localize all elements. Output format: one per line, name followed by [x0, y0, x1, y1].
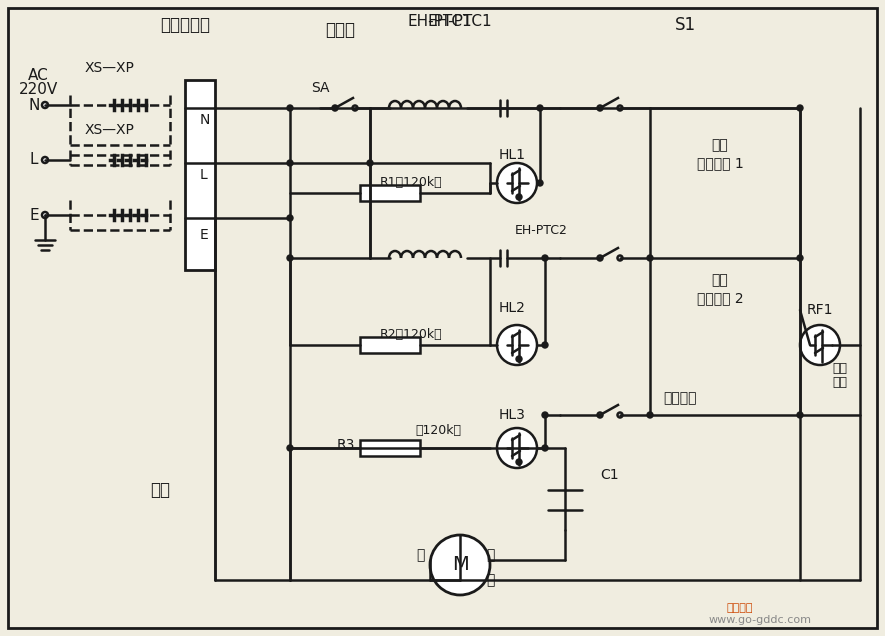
- Circle shape: [542, 255, 548, 261]
- Circle shape: [647, 255, 653, 261]
- Circle shape: [352, 106, 358, 111]
- Bar: [360, 440, 420, 456]
- Text: 电源接线柱: 电源接线柱: [160, 16, 210, 34]
- Text: M: M: [451, 555, 468, 574]
- Bar: [185, 80, 215, 270]
- Circle shape: [542, 342, 548, 348]
- Text: N: N: [200, 113, 211, 127]
- Circle shape: [516, 356, 522, 362]
- Text: R1（120k）: R1（120k）: [380, 177, 442, 190]
- Circle shape: [42, 157, 48, 163]
- Text: 送风开关: 送风开关: [663, 391, 696, 405]
- Circle shape: [797, 412, 803, 418]
- Circle shape: [42, 102, 48, 108]
- Circle shape: [287, 215, 293, 221]
- Text: 红: 红: [416, 548, 424, 562]
- Circle shape: [497, 163, 537, 203]
- Circle shape: [800, 325, 840, 365]
- Text: EH-PTC1: EH-PTC1: [408, 15, 473, 29]
- Text: N: N: [28, 97, 40, 113]
- Circle shape: [287, 105, 293, 111]
- Text: R2（120k）: R2（120k）: [380, 329, 442, 342]
- Text: 保护: 保护: [833, 377, 848, 389]
- Circle shape: [618, 256, 622, 261]
- Text: 接地: 接地: [150, 481, 170, 499]
- Text: RF1: RF1: [807, 303, 834, 317]
- Circle shape: [497, 428, 537, 468]
- Text: HL1: HL1: [498, 148, 526, 162]
- Circle shape: [537, 105, 543, 111]
- Bar: [360, 337, 420, 353]
- Circle shape: [797, 105, 803, 111]
- Circle shape: [497, 325, 537, 365]
- Circle shape: [537, 180, 543, 186]
- Circle shape: [647, 412, 653, 418]
- Circle shape: [287, 445, 293, 451]
- Circle shape: [367, 160, 373, 166]
- Text: （120k）: （120k）: [415, 424, 461, 436]
- Circle shape: [333, 106, 337, 111]
- Text: L: L: [200, 168, 208, 182]
- Text: EH-PTC1: EH-PTC1: [427, 15, 492, 29]
- Circle shape: [597, 256, 603, 261]
- Text: EH-PTC2: EH-PTC2: [515, 223, 568, 237]
- Text: HL2: HL2: [498, 301, 526, 315]
- Circle shape: [618, 413, 622, 417]
- Text: 半热: 半热: [712, 138, 728, 152]
- Bar: [360, 185, 420, 201]
- Text: R3: R3: [336, 438, 355, 452]
- Text: 220V: 220V: [19, 83, 58, 97]
- Circle shape: [597, 413, 603, 417]
- Text: AC: AC: [27, 67, 49, 83]
- Circle shape: [797, 255, 803, 261]
- Circle shape: [430, 535, 490, 595]
- Text: www.go-gddc.com: www.go-gddc.com: [709, 615, 812, 625]
- Circle shape: [287, 160, 293, 166]
- Text: 温控器: 温控器: [325, 21, 355, 39]
- Circle shape: [287, 255, 293, 261]
- Text: 蓝: 蓝: [486, 573, 494, 587]
- Text: 黄: 黄: [486, 548, 494, 562]
- Circle shape: [516, 459, 522, 465]
- Text: XS—XP: XS—XP: [85, 61, 135, 75]
- Text: HL3: HL3: [498, 408, 526, 422]
- Text: 电源开关 1: 电源开关 1: [696, 156, 743, 170]
- Text: E: E: [29, 207, 39, 223]
- Circle shape: [542, 412, 548, 418]
- Text: XS—XP: XS—XP: [85, 123, 135, 137]
- Text: 半热: 半热: [712, 273, 728, 287]
- Text: E: E: [200, 228, 209, 242]
- Circle shape: [597, 106, 603, 111]
- Circle shape: [542, 445, 548, 451]
- Text: 广电器网: 广电器网: [727, 603, 753, 613]
- Text: SA: SA: [311, 81, 329, 95]
- Text: L: L: [30, 153, 38, 167]
- Circle shape: [618, 106, 622, 111]
- Text: 超温: 超温: [833, 361, 848, 375]
- Text: 电源开关 2: 电源开关 2: [696, 291, 743, 305]
- Text: S1: S1: [674, 16, 696, 34]
- Circle shape: [516, 194, 522, 200]
- Text: C1: C1: [600, 468, 619, 482]
- Circle shape: [42, 212, 48, 218]
